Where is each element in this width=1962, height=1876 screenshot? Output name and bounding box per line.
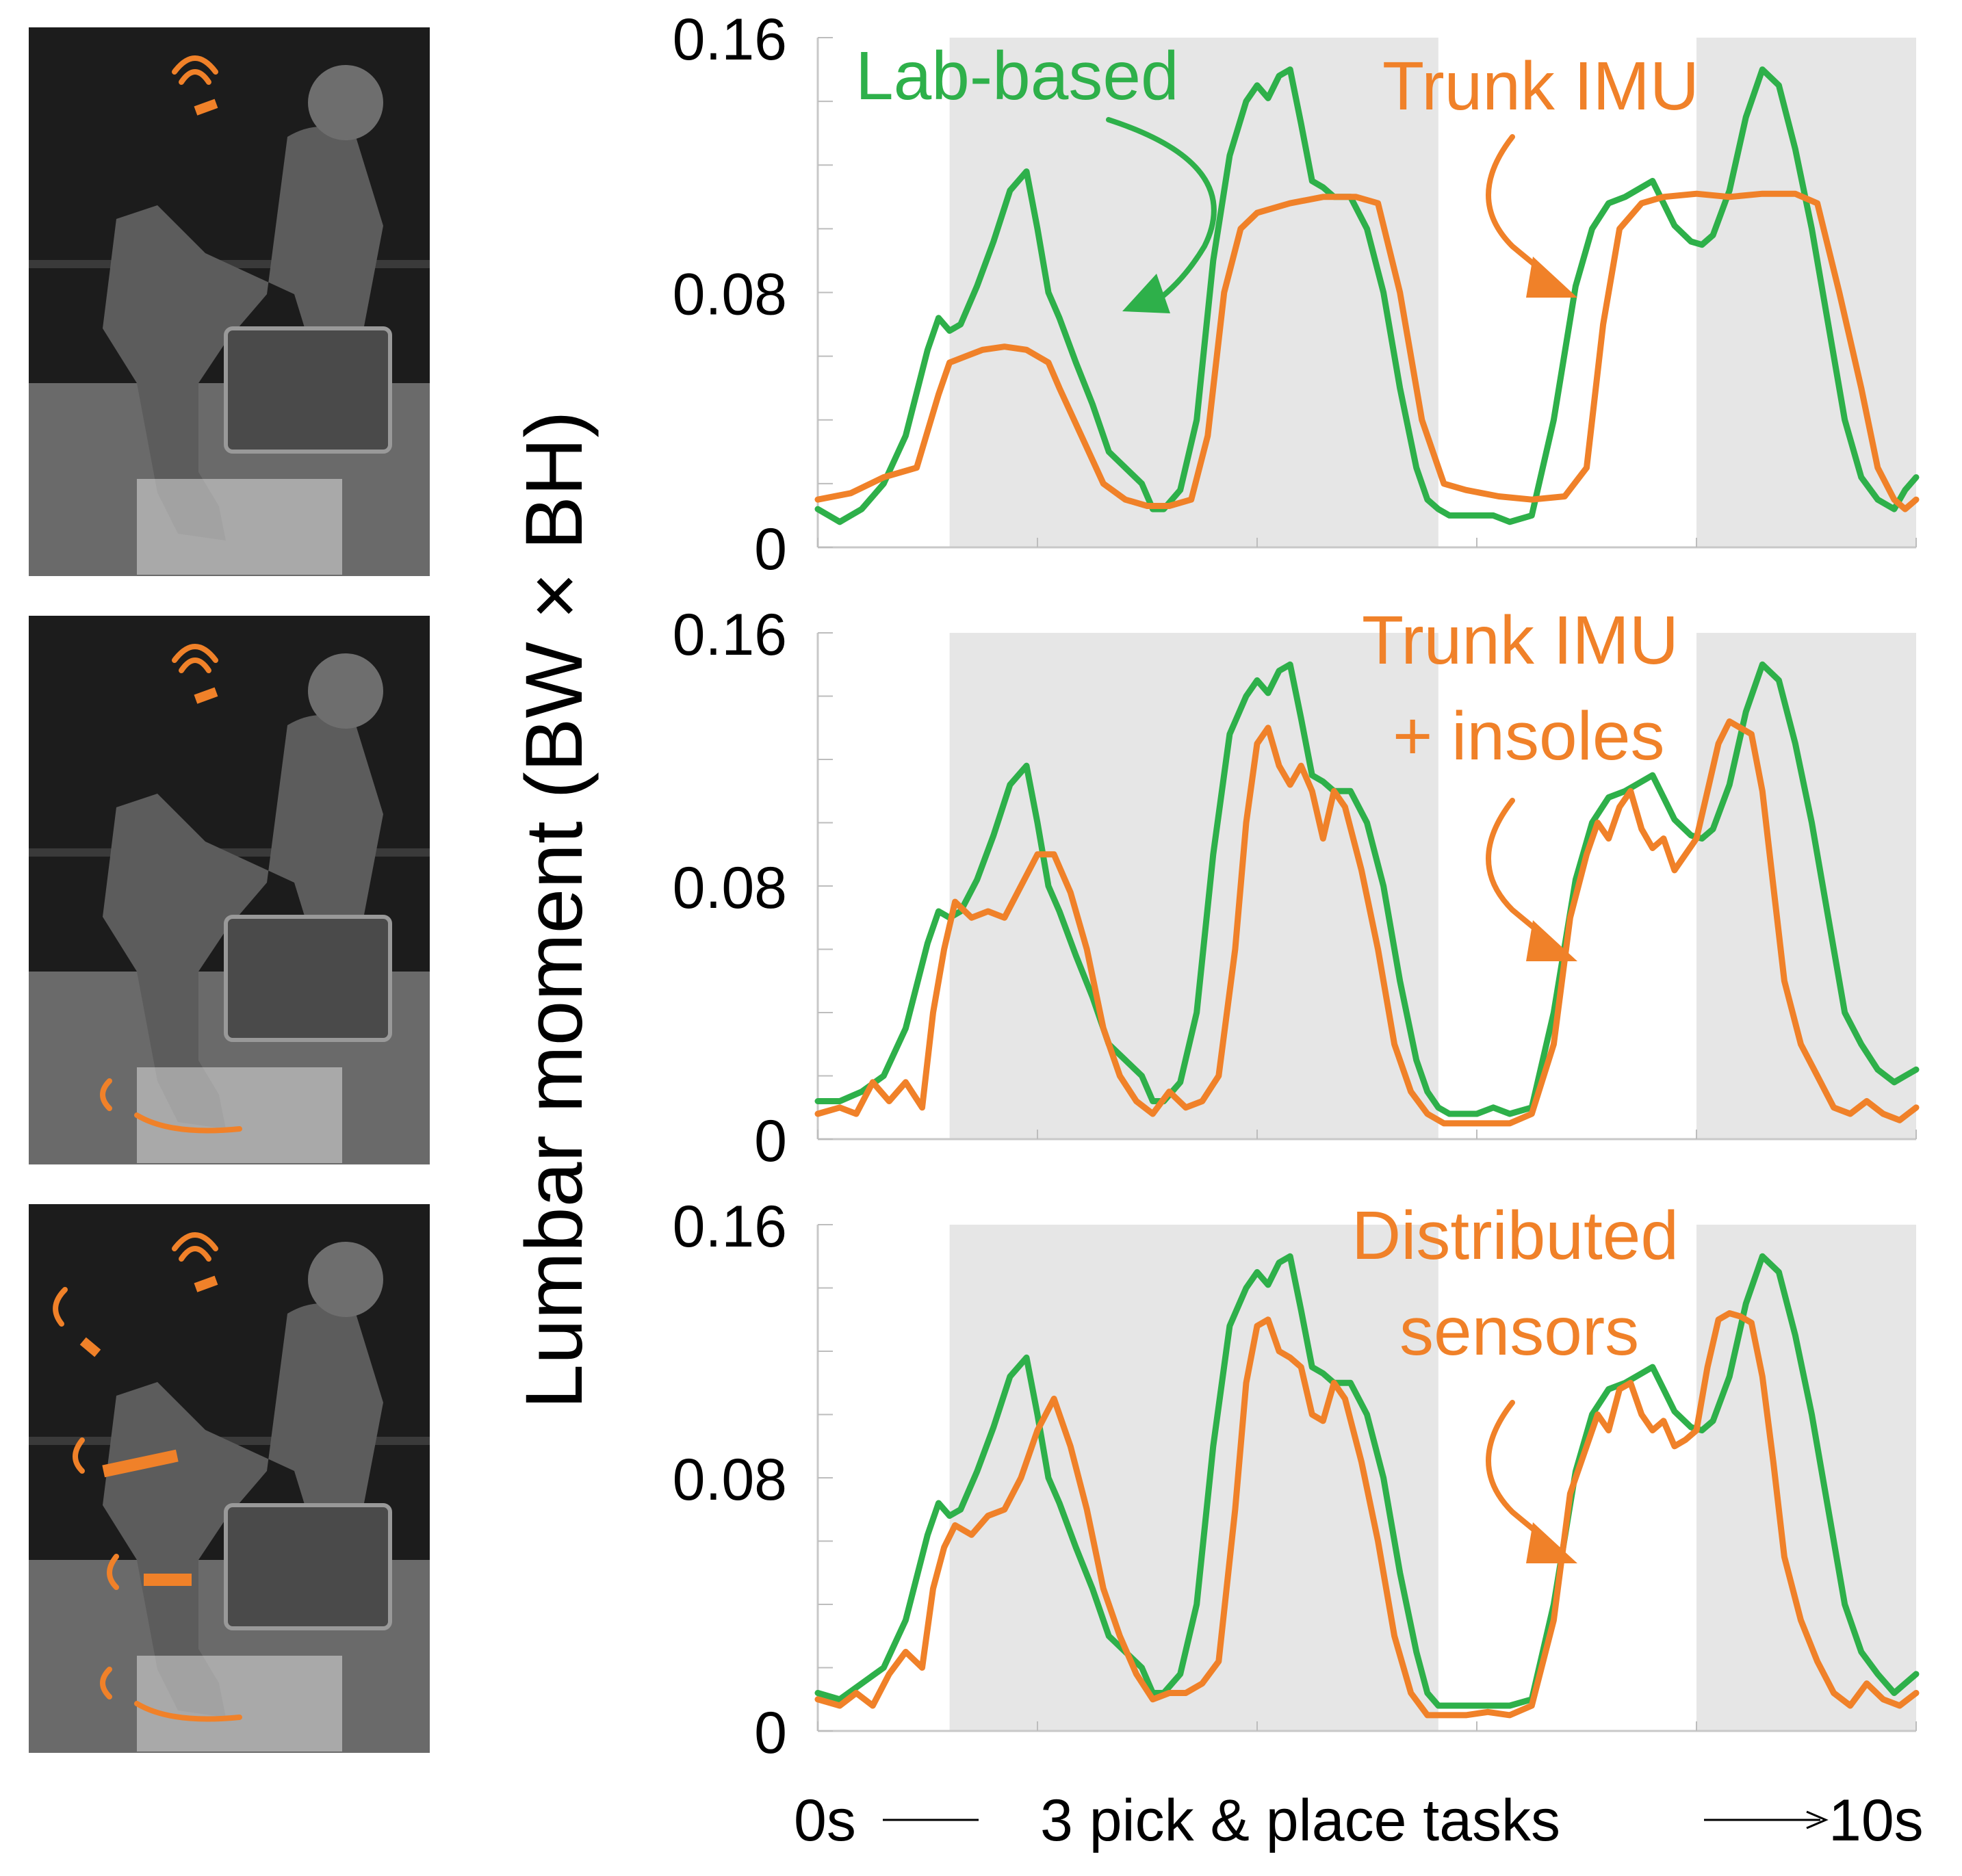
y-axis-label: Lumbar moment (BW × BH) <box>509 411 599 1409</box>
x-start-label: 0s <box>794 1788 856 1853</box>
annotation-trunk-imu: Trunk IMU <box>1382 48 1699 125</box>
arrowhead-lab-based <box>1122 274 1170 313</box>
shaded-region-1 <box>1696 38 1916 547</box>
chart-panel-distributed-sensors: 0 0.08 0.16 <box>673 1194 1920 1766</box>
y-tick-label: 0 <box>754 517 787 582</box>
estimate-line <box>814 1310 1920 1719</box>
shaded-region-0 <box>949 38 1438 547</box>
y-tick-label: 0.16 <box>673 7 787 73</box>
photo-panel-trunk-imu <box>29 27 430 576</box>
y-tick-label: 0 <box>754 1108 787 1174</box>
arrow-lab-based <box>1106 117 1217 304</box>
shaded-region-1 <box>1696 1225 1916 1731</box>
x-caption-arrowhead <box>1806 1810 1829 1829</box>
y-tick-label: 0.16 <box>673 1194 787 1260</box>
arrowhead-distributed-sensors <box>1526 1522 1577 1563</box>
photo-panel-distributed-sensors <box>29 1204 430 1753</box>
photo-column <box>29 27 430 1753</box>
annotation-insoles: + insoles <box>1393 698 1664 774</box>
shaded-region-1 <box>1696 633 1916 1139</box>
x-axis-caption: 0s 3 pick & place tasks 10s <box>794 1788 1924 1853</box>
y-tick-label: 0.08 <box>673 262 787 328</box>
estimate-line <box>814 190 1920 512</box>
chart-panel-trunk-imu: 0 0.08 0.16 <box>673 7 1920 582</box>
shaded-region-0 <box>949 633 1438 1139</box>
annotation-distributed: Distributed <box>1352 1197 1679 1274</box>
photo-panel-trunk-imu-insoles <box>29 616 430 1164</box>
y-tick-label: 0.16 <box>673 602 787 668</box>
arrow-distributed-sensors <box>1486 1400 1553 1546</box>
x-middle-label: 3 pick & place tasks <box>1040 1788 1560 1853</box>
y-tick-label: 0 <box>754 1700 787 1766</box>
x-end-label: 10s <box>1829 1788 1924 1853</box>
y-tick-label: 0.08 <box>673 855 787 921</box>
shaded-region-0 <box>949 1225 1438 1731</box>
chart-stack: 0 0.08 0.16 0 0.08 0.16 0 0.08 0.16 <box>673 7 1920 1766</box>
annotation-sensors: sensors <box>1399 1293 1639 1370</box>
arrow-trunk-imu <box>1486 134 1553 280</box>
chart-panel-trunk-imu-insoles: 0 0.08 0.16 <box>673 602 1920 1174</box>
annotations: Lab-based Trunk IMU Trunk IMU + insoles … <box>855 38 1699 1563</box>
estimate-line <box>814 718 1920 1127</box>
annotation-lab-based: Lab-based <box>855 38 1179 114</box>
arrowhead-trunk-imu-insoles <box>1526 920 1577 961</box>
arrowhead-trunk-imu <box>1526 257 1577 298</box>
y-tick-label: 0.08 <box>673 1447 787 1513</box>
annotation-trunk-imu-2: Trunk IMU <box>1362 602 1679 679</box>
arrow-trunk-imu-insoles <box>1486 798 1553 943</box>
lab-based-line <box>814 661 1920 1117</box>
lab-based-line <box>814 1253 1920 1709</box>
